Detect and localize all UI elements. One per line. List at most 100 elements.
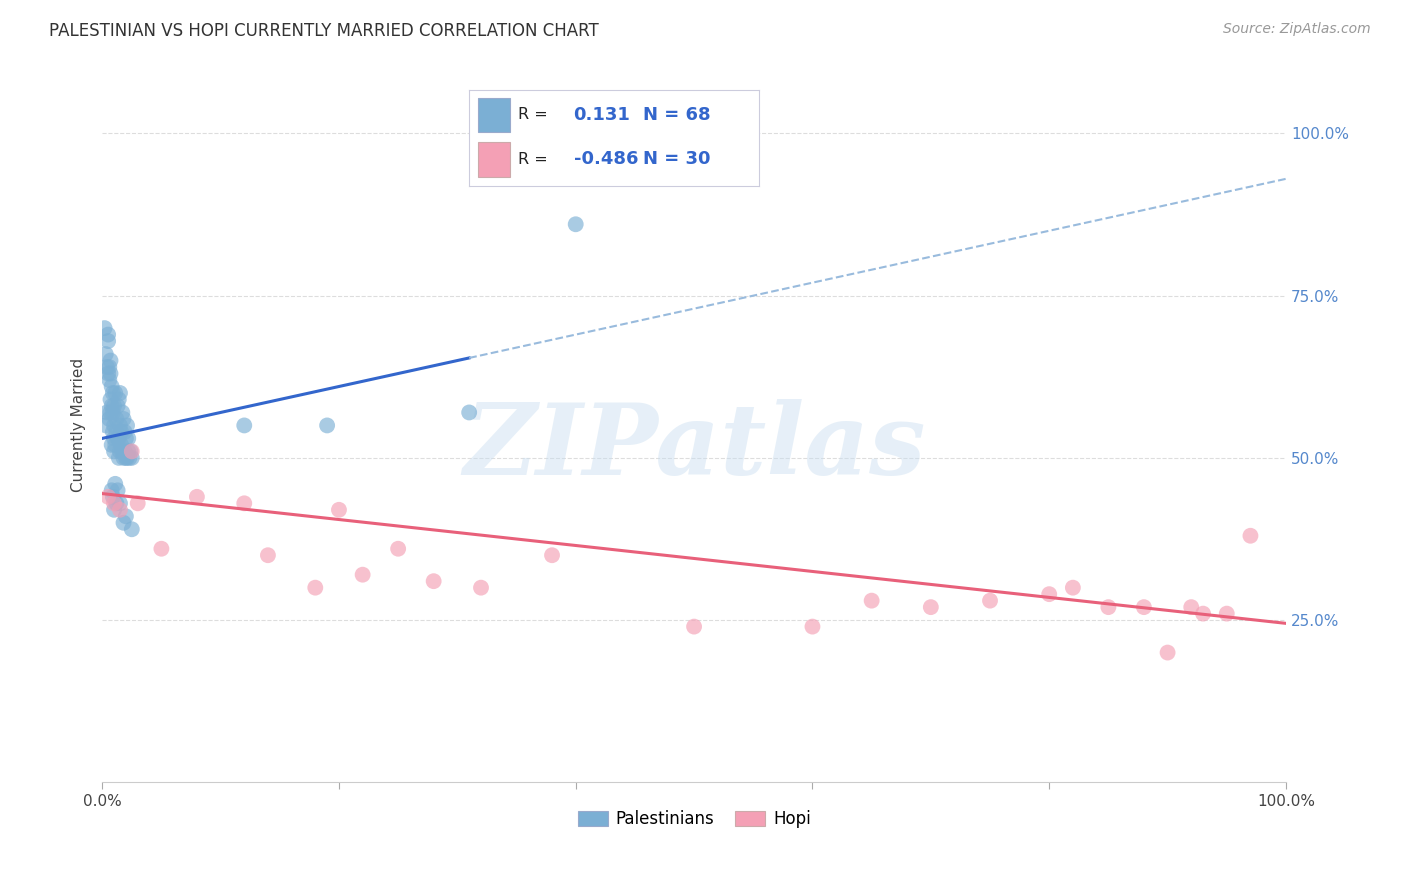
Point xyxy=(97,490,120,504)
Point xyxy=(541,548,564,562)
Point xyxy=(108,444,131,458)
Point xyxy=(115,509,138,524)
Point xyxy=(100,483,122,498)
Point xyxy=(186,490,208,504)
Point xyxy=(117,444,139,458)
Point xyxy=(1038,587,1060,601)
Point xyxy=(103,496,125,510)
Point xyxy=(101,490,124,504)
Point xyxy=(117,431,139,445)
Point xyxy=(101,386,124,401)
Point xyxy=(97,367,120,381)
Point xyxy=(103,503,125,517)
Point xyxy=(112,516,135,530)
Point xyxy=(115,450,138,465)
Point xyxy=(564,217,586,231)
Point xyxy=(105,412,128,426)
Point xyxy=(97,334,120,348)
Point xyxy=(101,425,124,439)
Text: PALESTINIAN VS HOPI CURRENTLY MARRIED CORRELATION CHART: PALESTINIAN VS HOPI CURRENTLY MARRIED CO… xyxy=(49,22,599,40)
Point xyxy=(105,425,128,439)
Point xyxy=(112,450,135,465)
Point xyxy=(98,359,121,374)
Point xyxy=(100,399,122,413)
Point xyxy=(104,386,127,401)
Point xyxy=(107,392,129,407)
Point xyxy=(121,444,143,458)
Point xyxy=(328,503,350,517)
Point xyxy=(111,405,134,419)
Point xyxy=(108,496,131,510)
Point xyxy=(120,444,142,458)
Point xyxy=(979,593,1001,607)
Point xyxy=(316,418,339,433)
Point xyxy=(100,405,122,419)
Point xyxy=(115,418,138,433)
Point xyxy=(127,496,149,510)
Point xyxy=(257,548,280,562)
Point xyxy=(115,431,138,445)
Text: ZIPatlas: ZIPatlas xyxy=(463,399,925,495)
Legend: Palestinians, Hopi: Palestinians, Hopi xyxy=(571,804,817,835)
Point xyxy=(920,600,942,615)
Point xyxy=(121,450,143,465)
Point xyxy=(98,412,121,426)
Point xyxy=(114,425,136,439)
Point xyxy=(115,450,138,465)
Point xyxy=(96,405,118,419)
Point xyxy=(103,431,125,445)
Point xyxy=(107,431,129,445)
Point xyxy=(1192,607,1215,621)
Point xyxy=(100,353,122,368)
Point xyxy=(100,379,122,393)
Point xyxy=(304,581,326,595)
Point xyxy=(97,327,120,342)
Point xyxy=(100,367,122,381)
Text: Source: ZipAtlas.com: Source: ZipAtlas.com xyxy=(1223,22,1371,37)
Point xyxy=(104,438,127,452)
Point xyxy=(107,450,129,465)
Point xyxy=(108,418,131,433)
Point xyxy=(112,412,135,426)
Point xyxy=(233,496,256,510)
Point xyxy=(107,483,129,498)
Point xyxy=(683,619,706,633)
Point xyxy=(110,425,132,439)
Point xyxy=(801,619,824,633)
Point xyxy=(108,386,131,401)
Point xyxy=(110,438,132,452)
Point xyxy=(101,405,124,419)
Point xyxy=(114,444,136,458)
Point xyxy=(422,574,444,589)
Y-axis label: Currently Married: Currently Married xyxy=(72,359,86,492)
Point xyxy=(1156,646,1178,660)
Point xyxy=(1062,581,1084,595)
Point xyxy=(100,438,122,452)
Point xyxy=(118,450,141,465)
Point xyxy=(352,567,374,582)
Point xyxy=(470,581,492,595)
Point xyxy=(93,321,115,335)
Point xyxy=(1216,607,1239,621)
Point xyxy=(108,503,131,517)
Point xyxy=(94,418,117,433)
Point xyxy=(150,541,173,556)
Point xyxy=(458,405,481,419)
Point xyxy=(121,522,143,536)
Point xyxy=(233,418,256,433)
Point xyxy=(1133,600,1156,615)
Point xyxy=(387,541,409,556)
Point xyxy=(103,399,125,413)
Point xyxy=(111,444,134,458)
Point xyxy=(1239,529,1261,543)
Point xyxy=(103,418,125,433)
Point xyxy=(103,444,125,458)
Point xyxy=(107,399,129,413)
Point xyxy=(96,359,118,374)
Point xyxy=(105,496,128,510)
Point xyxy=(104,476,127,491)
Point xyxy=(100,392,122,407)
Point xyxy=(107,431,129,445)
Point xyxy=(1097,600,1119,615)
Point xyxy=(1180,600,1202,615)
